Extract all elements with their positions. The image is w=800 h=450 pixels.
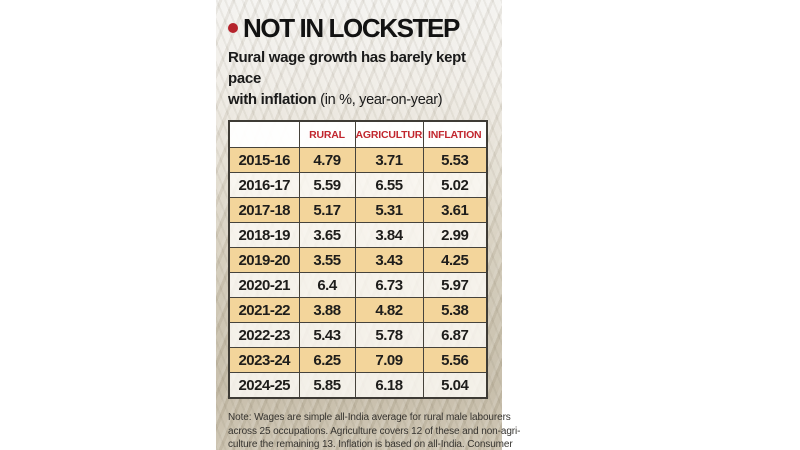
year-cell: 2024-25 (228, 372, 300, 399)
table-row: 2016-17 5.59 6.55 5.02 (228, 172, 488, 198)
table-row: 2018-19 3.65 3.84 2.99 (228, 222, 488, 248)
subtitle-line-2-light: (in %, year-on-year) (320, 92, 443, 108)
inflation-cell: 6.87 (422, 322, 488, 348)
year-cell: 2023-24 (228, 347, 300, 373)
bullet-icon (228, 23, 238, 33)
year-cell: 2017-18 (228, 197, 300, 223)
wage-inflation-table: RURAL AGRICULTURE INFLATION 2015-16 4.79… (228, 120, 488, 399)
rural-cell: 6.25 (298, 347, 356, 373)
agriculture-cell: 6.73 (354, 272, 424, 298)
agriculture-cell: 6.55 (354, 172, 424, 198)
table-row: 2023-24 6.25 7.09 5.56 (228, 347, 488, 373)
card-content: NOT IN LOCKSTEP Rural wage growth has ba… (216, 0, 521, 450)
year-cell: 2016-17 (228, 172, 300, 198)
table-row: 2020-21 6.4 6.73 5.97 (228, 272, 488, 298)
subtitle: Rural wage growth has barely kept pace w… (228, 47, 498, 111)
table-row: 2022-23 5.43 5.78 6.87 (228, 322, 488, 348)
infographic-card: NOT IN LOCKSTEP Rural wage growth has ba… (216, 0, 521, 450)
inflation-cell: 5.56 (422, 347, 488, 373)
column-header-blank (228, 120, 300, 148)
rural-cell: 3.55 (298, 247, 356, 273)
year-cell: 2021-22 (228, 297, 300, 323)
subtitle-line-2-bold: with inflation (228, 91, 317, 108)
year-cell: 2019-20 (228, 247, 300, 273)
rural-cell: 6.4 (298, 272, 356, 298)
table-row: 2021-22 3.88 4.82 5.38 (228, 297, 488, 323)
year-cell: 2015-16 (228, 147, 300, 173)
inflation-cell: 2.99 (422, 222, 488, 248)
subtitle-line-1: Rural wage growth has barely kept pace (228, 49, 466, 87)
inflation-cell: 5.02 (422, 172, 488, 198)
rural-cell: 3.88 (298, 297, 356, 323)
footnote: Note: Wages are simple all-India average… (228, 411, 521, 450)
subtitle-line-2: with inflation (in %, year-on-year) (228, 89, 498, 111)
note-line: Note: Wages are simple all-India average… (228, 412, 511, 423)
agriculture-cell: 7.09 (354, 347, 424, 373)
year-cell: 2020-21 (228, 272, 300, 298)
column-header-agriculture: AGRICULTURE (354, 120, 424, 148)
table-row: 2024-25 5.85 6.18 5.04 (228, 372, 488, 399)
table-header-row: RURAL AGRICULTURE INFLATION (228, 120, 488, 148)
agriculture-cell: 4.82 (354, 297, 424, 323)
agriculture-cell: 3.84 (354, 222, 424, 248)
rural-cell: 4.79 (298, 147, 356, 173)
agriculture-cell: 3.71 (354, 147, 424, 173)
inflation-cell: 4.25 (422, 247, 488, 273)
year-cell: 2022-23 (228, 322, 300, 348)
table-row: 2019-20 3.55 3.43 4.25 (228, 247, 488, 273)
agriculture-cell: 6.18 (354, 372, 424, 399)
inflation-cell: 5.53 (422, 147, 488, 173)
inflation-cell: 5.04 (422, 372, 488, 399)
rural-cell: 3.65 (298, 222, 356, 248)
inflation-cell: 3.61 (422, 197, 488, 223)
agriculture-cell: 3.43 (354, 247, 424, 273)
rural-cell: 5.59 (298, 172, 356, 198)
note-line: culture the remaining 13. Inflation is b… (228, 439, 513, 450)
column-header-rural: RURAL (298, 120, 356, 148)
table-row: 2015-16 4.79 3.71 5.53 (228, 147, 488, 173)
column-header-inflation: INFLATION (422, 120, 488, 148)
rural-cell: 5.17 (298, 197, 356, 223)
rural-cell: 5.43 (298, 322, 356, 348)
agriculture-cell: 5.78 (354, 322, 424, 348)
year-cell: 2018-19 (228, 222, 300, 248)
note-line: across 25 occupations. Agriculture cover… (228, 425, 521, 437)
inflation-cell: 5.38 (422, 297, 488, 323)
headline-row: NOT IN LOCKSTEP (228, 14, 502, 42)
agriculture-cell: 5.31 (354, 197, 424, 223)
rural-cell: 5.85 (298, 372, 356, 399)
page-title: NOT IN LOCKSTEP (243, 13, 460, 43)
table-row: 2017-18 5.17 5.31 3.61 (228, 197, 488, 223)
inflation-cell: 5.97 (422, 272, 488, 298)
